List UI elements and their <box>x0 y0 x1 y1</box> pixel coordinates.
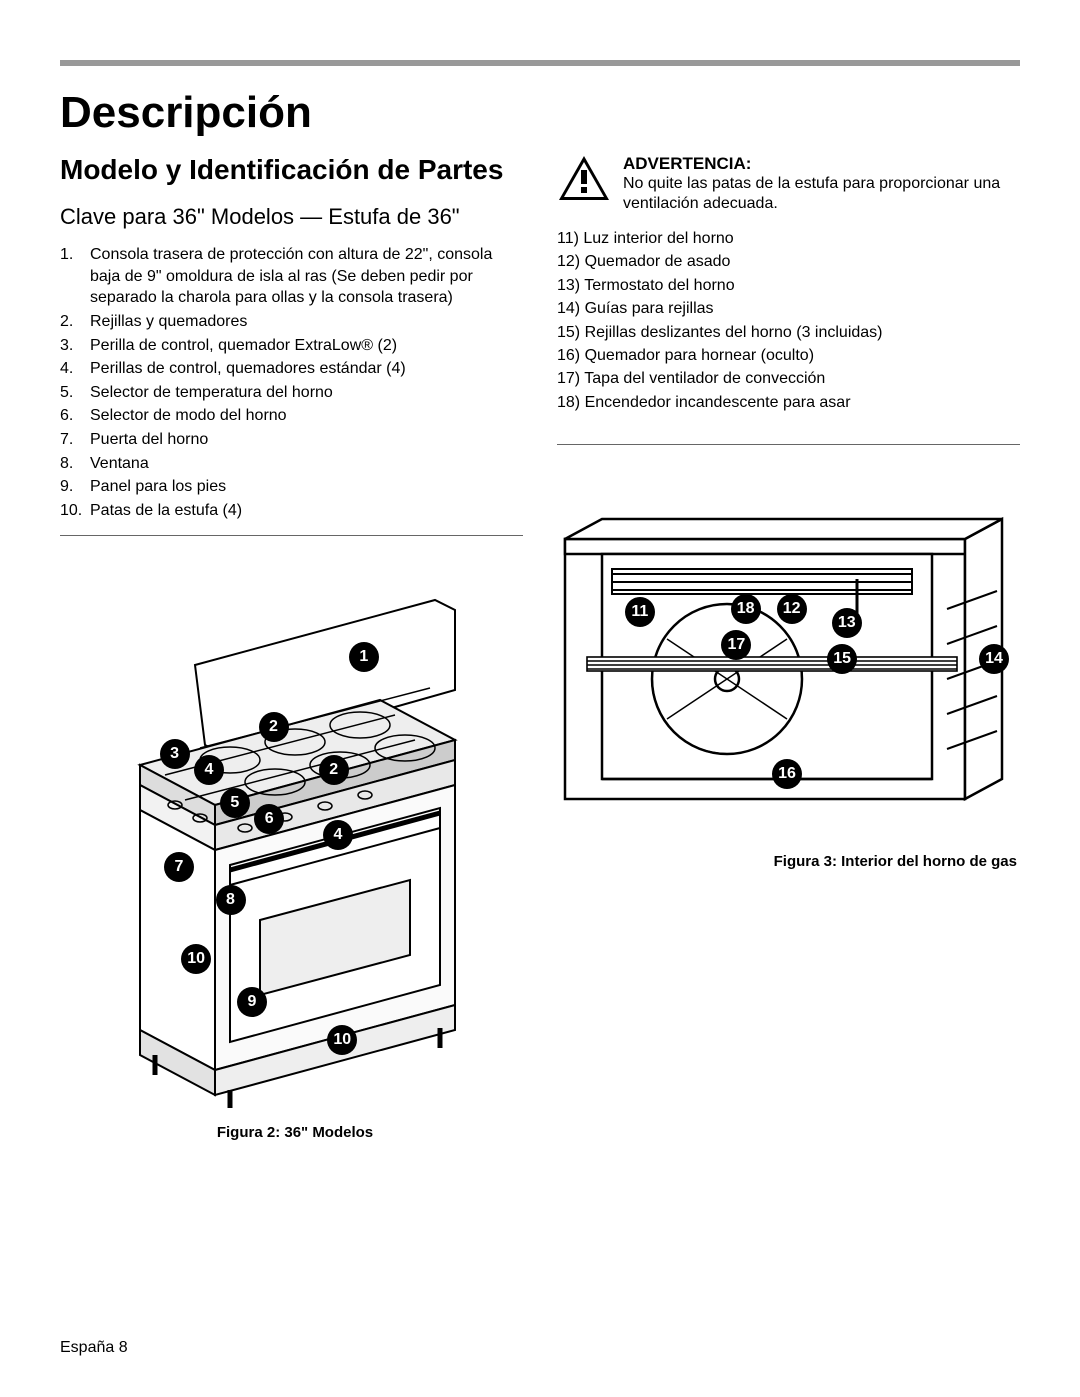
callout-2: 2 <box>259 712 289 742</box>
item-text: Perilla de control, quemador ExtraLow® (… <box>90 335 397 357</box>
parts-list-item: 7.Puerta del horno <box>60 429 523 451</box>
figure-oven-interior: 11 18 12 13 17 15 14 16 <box>557 479 1017 839</box>
warning-text: ADVERTENCIA: No quite las patas de la es… <box>623 154 1020 214</box>
parts-list-item: 8.Ventana <box>60 453 523 475</box>
top-rule <box>60 60 1020 66</box>
warning-title: ADVERTENCIA: <box>623 154 1020 174</box>
callout-4: 4 <box>194 755 224 785</box>
warning-block: ADVERTENCIA: No quite las patas de la es… <box>557 154 1020 214</box>
parts-list-item: 4.Perillas de control, quemadores estánd… <box>60 358 523 380</box>
item-text: Ventana <box>90 453 149 475</box>
figure3-caption: Figura 3: Interior del horno de gas <box>557 853 1017 870</box>
parts-list-item: 5.Selector de temperatura del horno <box>60 382 523 404</box>
item-number: 3. <box>60 335 90 357</box>
callout-1: 1 <box>349 642 379 672</box>
parts-list-item: 16) Quemador para hornear (oculto) <box>557 345 1020 367</box>
right-column: ADVERTENCIA: No quite las patas de la es… <box>557 154 1020 1141</box>
callout-16: 16 <box>772 759 802 789</box>
warning-body: No quite las patas de la estufa para pro… <box>623 174 1020 214</box>
item-text: Consola trasera de protección con altura… <box>90 244 523 309</box>
page-footer: España 8 <box>60 1339 128 1357</box>
item-number: 4. <box>60 358 90 380</box>
item-number: 10. <box>60 500 90 522</box>
item-text: Patas de la estufa (4) <box>90 500 242 522</box>
parts-list-item: 15) Rejillas deslizantes del horno (3 in… <box>557 322 1020 344</box>
parts-list-item: 11) Luz interior del horno <box>557 228 1020 250</box>
item-number: 5. <box>60 382 90 404</box>
item-text: Selector de modo del horno <box>90 405 287 427</box>
callout-9: 9 <box>237 987 267 1017</box>
parts-list-item: 10.Patas de la estufa (4) <box>60 500 523 522</box>
item-number: 8. <box>60 453 90 475</box>
item-number: 6. <box>60 405 90 427</box>
parts-list-item: 2.Rejillas y quemadores <box>60 311 523 333</box>
callout-12: 12 <box>777 594 807 624</box>
item-text: Rejillas y quemadores <box>90 311 247 333</box>
callout-5: 5 <box>220 788 250 818</box>
item-number: 7. <box>60 429 90 451</box>
callout-6: 6 <box>254 804 284 834</box>
callout-11: 11 <box>625 597 655 627</box>
callout-13: 13 <box>832 608 862 638</box>
item-number: 9. <box>60 476 90 498</box>
item-text: Panel para los pies <box>90 476 226 498</box>
callout-10: 10 <box>181 944 211 974</box>
parts-list-item: 18) Encendedor incandescente para asar <box>557 392 1020 414</box>
parts-list-item: 3.Perilla de control, quemador ExtraLow®… <box>60 335 523 357</box>
two-column-layout: Modelo y Identificación de Partes Clave … <box>60 154 1020 1141</box>
figure2-caption: Figura 2: 36" Modelos <box>80 1124 510 1141</box>
stove-diagram <box>80 570 510 1110</box>
warning-icon <box>557 154 611 202</box>
parts-list-item: 12) Quemador de asado <box>557 251 1020 273</box>
item-number: 1. <box>60 244 90 309</box>
divider <box>60 535 523 536</box>
divider <box>557 444 1020 445</box>
callout-14: 14 <box>979 644 1009 674</box>
item-text: Puerta del horno <box>90 429 208 451</box>
parts-list-item: 17) Tapa del ventilador de convección <box>557 368 1020 390</box>
callout-7: 7 <box>164 852 194 882</box>
callout-10: 10 <box>327 1025 357 1055</box>
callout-18: 18 <box>731 594 761 624</box>
callout-4: 4 <box>323 820 353 850</box>
item-text: Selector de temperatura del horno <box>90 382 333 404</box>
parts-list-item: 9.Panel para los pies <box>60 476 523 498</box>
parts-list-item: 6.Selector de modo del horno <box>60 405 523 427</box>
item-text: Perillas de control, quemadores estándar… <box>90 358 406 380</box>
item-number: 2. <box>60 311 90 333</box>
parts-list-left: 1.Consola trasera de protección con altu… <box>60 244 523 521</box>
page-title: Descripción <box>60 88 1020 138</box>
callout-15: 15 <box>827 644 857 674</box>
figure-stove: 123425647810910 <box>80 570 510 1110</box>
parts-list-item: 14) Guías para rejillas <box>557 298 1020 320</box>
parts-list-right: 11) Luz interior del horno12) Quemador d… <box>557 228 1020 414</box>
callout-2: 2 <box>319 755 349 785</box>
parts-list-item: 1.Consola trasera de protección con altu… <box>60 244 523 309</box>
callout-3: 3 <box>160 739 190 769</box>
section-heading: Modelo y Identificación de Partes <box>60 154 523 186</box>
callout-17: 17 <box>721 630 751 660</box>
parts-list-item: 13) Termostato del horno <box>557 275 1020 297</box>
left-column: Modelo y Identificación de Partes Clave … <box>60 154 523 1141</box>
model-subhead: Clave para 36" Modelos — Estufa de 36" <box>60 204 523 230</box>
callout-8: 8 <box>216 885 246 915</box>
